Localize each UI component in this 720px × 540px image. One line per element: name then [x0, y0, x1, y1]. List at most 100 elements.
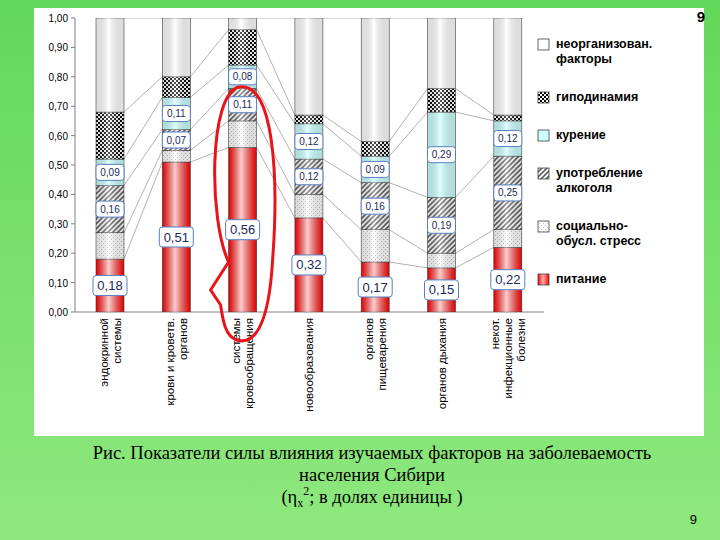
category-line: органов	[177, 318, 189, 360]
category-label: новообразования	[303, 318, 315, 412]
connector	[456, 156, 494, 197]
legend-label: употреблениеалкоголя	[556, 166, 643, 195]
tick-label: 0,60	[49, 131, 69, 142]
label-box	[96, 201, 124, 217]
data-label: 0,51	[164, 230, 189, 245]
connector	[124, 77, 162, 112]
chart-area	[34, 8, 704, 436]
label-box	[428, 147, 456, 163]
label-box	[295, 133, 323, 149]
tick-label: 0,70	[49, 101, 69, 112]
tick	[71, 312, 75, 313]
connector	[456, 230, 494, 254]
highlight	[211, 87, 275, 341]
category-label: органовпищеварения	[363, 318, 388, 391]
bar-shading	[494, 18, 522, 312]
connector	[257, 18, 295, 19]
legend-label: гиподинамия	[556, 90, 638, 104]
legend-line: гиподинамия	[556, 90, 638, 104]
legend-swatch	[538, 168, 549, 179]
label-box	[229, 97, 257, 113]
tick-label: 0,50	[49, 160, 69, 171]
page-number: 9	[690, 512, 697, 527]
data-label: 0,32	[296, 257, 321, 272]
tick	[71, 165, 75, 166]
label-box	[229, 69, 257, 85]
category-line: эндокринной	[98, 318, 110, 387]
tick	[71, 194, 75, 195]
connector	[190, 18, 228, 19]
data-label: 0,25	[498, 187, 518, 198]
data-label: 0,07	[167, 135, 187, 146]
data-label: 0,16	[365, 201, 385, 212]
label-box	[361, 198, 389, 214]
legend-line: факторы	[556, 52, 612, 66]
label-box	[162, 106, 190, 122]
label-box	[226, 220, 260, 240]
label-box	[491, 270, 525, 290]
data-label: 0,22	[495, 272, 520, 287]
tick-label: 0,20	[49, 248, 69, 259]
bar-shading	[162, 18, 190, 312]
label-box	[361, 161, 389, 177]
connector	[323, 194, 361, 229]
tick-label: 0,30	[49, 219, 69, 230]
data-label: 0,19	[432, 220, 452, 231]
caption-units: (ηx2; в долях единицы )	[281, 484, 462, 510]
connector	[323, 115, 361, 141]
data-label: 0,56	[230, 222, 255, 237]
legend-swatch	[538, 221, 549, 232]
bar-shading	[295, 18, 323, 312]
bars	[96, 18, 522, 312]
connector	[190, 121, 228, 150]
page: 0,000,100,200,300,400,500,600,700,800,90…	[0, 0, 720, 540]
tick	[71, 253, 75, 254]
legend-line: курение	[556, 128, 606, 142]
data-label: 0,11	[167, 108, 186, 119]
tick	[71, 106, 75, 107]
tick-label: 0,40	[49, 189, 69, 200]
tick	[71, 282, 75, 283]
bar-shading	[428, 18, 456, 312]
connector	[389, 262, 427, 268]
label-box	[428, 217, 456, 233]
category-line: органов	[363, 318, 375, 360]
tick-label: 0,90	[49, 42, 69, 53]
label-box	[292, 255, 326, 275]
data-label: 0,12	[299, 136, 319, 147]
connector	[257, 65, 295, 124]
label-box	[358, 277, 392, 297]
page-number: 9	[697, 8, 705, 25]
category-line: инфекционные	[502, 318, 514, 398]
connector	[456, 247, 494, 268]
data-label: 0,09	[100, 167, 120, 178]
data-label: 0,12	[299, 171, 319, 182]
tick	[71, 135, 75, 136]
connector	[323, 159, 361, 183]
legend-line: питание	[556, 272, 607, 286]
caption-part: ; в долях единицы )	[309, 487, 462, 508]
tick	[71, 76, 75, 77]
connector	[190, 30, 228, 77]
connector	[124, 130, 162, 186]
legend-line: алкоголя	[556, 181, 612, 195]
tick-label: 0,10	[49, 278, 69, 289]
connector	[389, 183, 427, 198]
bar-shading	[361, 18, 389, 312]
connector	[389, 89, 427, 142]
connector	[190, 147, 228, 162]
connector	[389, 230, 427, 254]
legend-label: социально-обусл. стресс	[556, 219, 641, 248]
data-labels: 0,180,510,560,320,170,150,220,160,070,11…	[93, 69, 525, 300]
bar-segment	[229, 65, 257, 89]
tick-label: 0,80	[49, 72, 69, 83]
tick	[71, 18, 75, 19]
legend-line: обусл. стресс	[556, 234, 641, 248]
tick	[71, 47, 75, 48]
label-box	[494, 185, 522, 201]
legend-line: неорганизован.	[556, 37, 652, 51]
category-line: новообразования	[303, 318, 315, 412]
data-label: 0,08	[233, 71, 253, 82]
data-label: 0,17	[363, 280, 388, 295]
legend-line: употребление	[556, 166, 643, 180]
